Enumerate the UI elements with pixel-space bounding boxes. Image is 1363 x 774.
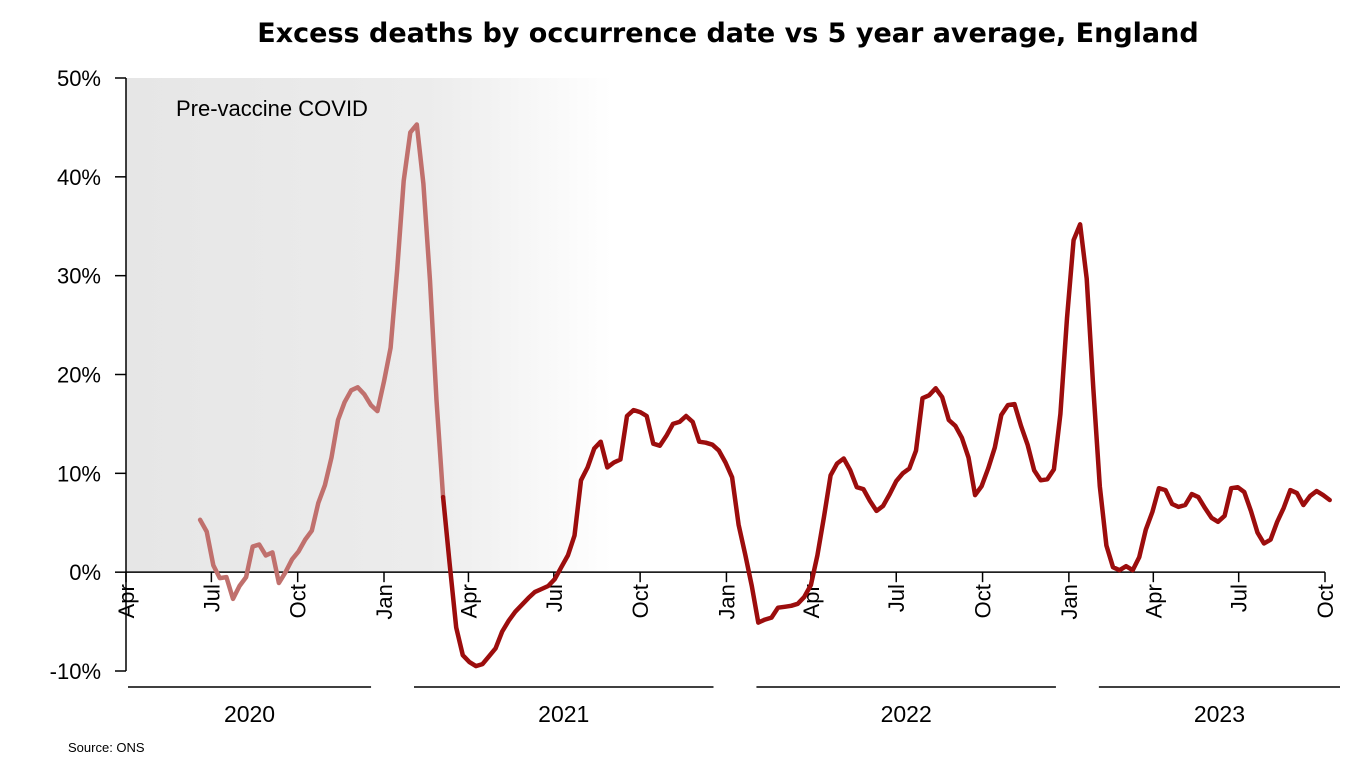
- y-tick-label: -10%: [50, 659, 101, 684]
- x-tick-label: Oct: [971, 584, 996, 618]
- y-tick-label: 10%: [57, 461, 101, 486]
- x-tick-label: Oct: [1313, 584, 1338, 618]
- x-tick-label: Jul: [884, 584, 909, 612]
- x-tick-label: Jan: [372, 584, 397, 619]
- year-label: 2023: [1194, 701, 1245, 727]
- x-tick-label: Oct: [628, 584, 653, 618]
- y-tick-label: 20%: [57, 363, 101, 388]
- x-tick-label: Apr: [1141, 584, 1166, 618]
- pre-vaccine-annotation: Pre-vaccine COVID: [176, 96, 368, 121]
- x-tick-label: Apr: [114, 584, 139, 618]
- x-tick-label: Oct: [286, 584, 311, 618]
- year-label: 2021: [538, 701, 589, 727]
- pre-vaccine-shaded-region: [126, 78, 612, 573]
- x-tick-label: Jan: [714, 584, 739, 619]
- year-label: 2020: [224, 701, 275, 727]
- y-tick-label: 0%: [69, 560, 101, 585]
- x-tick-label: Apr: [456, 584, 481, 618]
- series-line-post-vaccine: [440, 222, 1332, 669]
- x-axis: Apr Jul Oct Jan Apr Jul Oct Jan Apr Jul Oct Jan Apr J…: [114, 571, 1338, 620]
- series-line-pre-vaccine: [197, 122, 446, 602]
- year-label: 2022: [881, 701, 932, 727]
- year-axis: 2020 2021 2022 2023: [128, 686, 1340, 727]
- y-tick-label: 40%: [57, 165, 101, 190]
- x-tick-label: Jul: [1227, 584, 1252, 612]
- series-lines: [197, 122, 1332, 669]
- x-tick-label: Jul: [199, 584, 224, 612]
- y-tick-label: 30%: [57, 264, 101, 289]
- source-note: Source: ONS: [68, 740, 145, 755]
- chart-title: Excess deaths by occurrence date vs 5 ye…: [257, 18, 1198, 49]
- y-axis: 50% 40% 30% 20% 10% 0% -10%: [50, 66, 127, 684]
- y-tick-label: 50%: [57, 66, 101, 91]
- x-tick-label: Jan: [1057, 584, 1082, 619]
